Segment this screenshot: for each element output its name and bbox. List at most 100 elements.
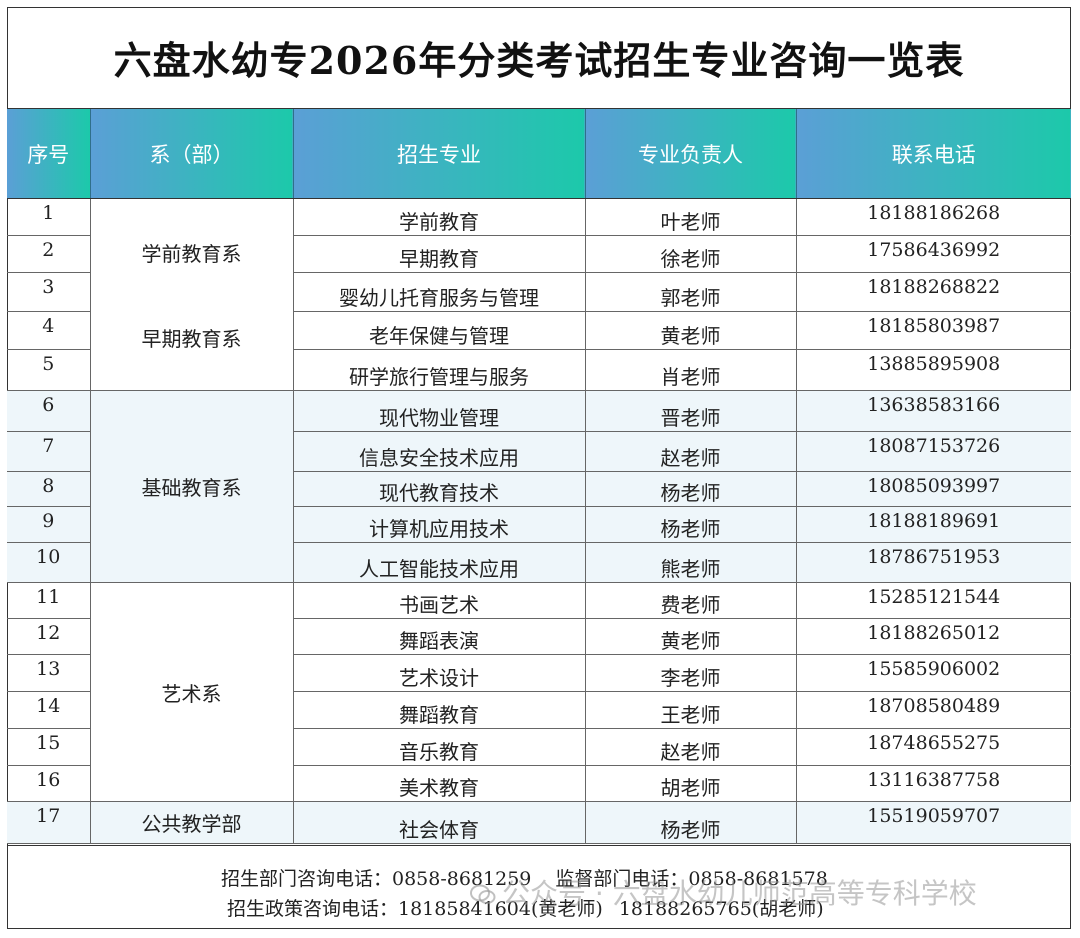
footer-line-2: 招生政策咨询电话：18185841604(黄老师) 18188265765(胡老师… <box>227 894 824 921</box>
header-department: 系（部） <box>89 109 294 199</box>
watermark-text: 公众号 · 六盘水幼儿师范高等专科学校 <box>502 877 977 910</box>
person-name: 杨老师 <box>584 801 797 844</box>
major-name: 舞蹈表演 <box>292 618 586 655</box>
row-number: 17 <box>7 801 91 844</box>
row-number: 9 <box>7 506 91 543</box>
table-row: 13 艺术设计 李老师 15585906002 <box>7 654 1071 692</box>
table-row: 8 现代教育技术 杨老师 18085093997 <box>7 471 1071 507</box>
major-name: 老年保健与管理 <box>292 311 586 350</box>
table-row: 3 婴幼儿托育服务与管理 郭老师 18188268822 <box>7 272 1071 312</box>
row-number: 14 <box>7 691 91 729</box>
person-name: 肖老师 <box>584 349 797 391</box>
major-name: 早期教育 <box>292 235 586 273</box>
person-name: 胡老师 <box>584 765 797 802</box>
person-name: 叶老师 <box>584 198 797 236</box>
supervision-phone: 监督部门电话：0858-8681578 <box>555 868 828 890</box>
row-number: 6 <box>7 390 91 432</box>
phone-number: 15519059707 <box>795 801 1071 844</box>
person-name: 杨老师 <box>584 471 797 507</box>
department-name: 早期教育系 <box>141 326 242 351</box>
major-name: 舞蹈教育 <box>292 691 586 729</box>
major-name: 学前教育 <box>292 198 586 236</box>
admission-phone: 招生部门咨询电话：0858-8681259 <box>221 868 532 890</box>
department-name: 学前教育系 <box>141 241 242 266</box>
major-name: 书画艺术 <box>292 582 586 619</box>
table-row: 1 学前教育系 早期教育系 学前教育 叶老师 18188186268 <box>7 198 1071 391</box>
table-row: 12 舞蹈表演 黄老师 18188265012 <box>7 618 1071 655</box>
phone-number: 18188189691 <box>795 506 1071 543</box>
row-number: 10 <box>7 542 91 583</box>
person-name: 赵老师 <box>584 431 797 472</box>
person-name: 王老师 <box>584 691 797 729</box>
person-name: 黄老师 <box>584 311 797 350</box>
phone-number: 17586436992 <box>795 235 1071 273</box>
header-row: 序号 系（部） 招生专业 专业负责人 联系电话 <box>7 109 1071 199</box>
department-cell: 学前教育系 早期教育系 <box>89 198 294 391</box>
person-name: 徐老师 <box>584 235 797 273</box>
major-name: 社会体育 <box>292 801 586 844</box>
row-number: 7 <box>7 431 91 472</box>
row-number: 8 <box>7 471 91 507</box>
policy-phone-2: 18188265765(胡老师) <box>618 898 824 920</box>
header-major: 招生专业 <box>292 109 586 199</box>
table-row: 17 公共教学部 社会体育 杨老师 15519059707 <box>7 801 1071 844</box>
header-no: 序号 <box>7 109 91 199</box>
phone-number: 18185803987 <box>795 311 1071 350</box>
major-name: 艺术设计 <box>292 654 586 692</box>
major-name: 人工智能技术应用 <box>292 542 586 583</box>
header-phone: 联系电话 <box>795 109 1071 199</box>
phone-number: 18708580489 <box>795 691 1071 729</box>
department-cell: 公共教学部 <box>89 801 294 844</box>
phone-number: 18748655275 <box>795 728 1071 766</box>
major-name: 计算机应用技术 <box>292 506 586 543</box>
row-number: 13 <box>7 654 91 692</box>
major-name: 美术教育 <box>292 765 586 802</box>
row-number: 12 <box>7 618 91 655</box>
major-name: 音乐教育 <box>292 728 586 766</box>
major-name: 研学旅行管理与服务 <box>292 349 586 391</box>
table-row: 9 计算机应用技术 杨老师 18188189691 <box>7 506 1071 543</box>
person-name: 晋老师 <box>584 390 797 432</box>
department-cell: 基础教育系 <box>89 390 294 583</box>
policy-phone: 招生政策咨询电话：18185841604(黄老师) <box>227 898 603 920</box>
phone-number: 13638583166 <box>795 390 1071 432</box>
major-name: 信息安全技术应用 <box>292 431 586 472</box>
person-name: 黄老师 <box>584 618 797 655</box>
person-name: 费老师 <box>584 582 797 619</box>
admissions-table: 序号 系（部） 招生专业 专业负责人 联系电话 1 学前教育系 早期教育系 学前… <box>7 109 1071 844</box>
person-name: 杨老师 <box>584 506 797 543</box>
table-row: 15 音乐教育 赵老师 18748655275 <box>7 728 1071 766</box>
row-number: 16 <box>7 765 91 802</box>
major-name: 婴幼儿托育服务与管理 <box>292 272 586 312</box>
header-person: 专业负责人 <box>584 109 797 199</box>
person-name: 郭老师 <box>584 272 797 312</box>
table-row: 2 早期教育 徐老师 17586436992 <box>7 235 1071 273</box>
table-row: 10 人工智能技术应用 熊老师 18786751953 <box>7 542 1071 583</box>
table-row: 4 老年保健与管理 黄老师 18185803987 <box>7 311 1071 350</box>
phone-number: 13885895908 <box>795 349 1071 391</box>
major-name: 现代物业管理 <box>292 390 586 432</box>
wechat-icon <box>470 884 496 904</box>
row-number: 11 <box>7 582 91 619</box>
watermark: 公众号 · 六盘水幼儿师范高等专科学校 <box>470 872 977 912</box>
row-number: 15 <box>7 728 91 766</box>
table-row: 5 研学旅行管理与服务 肖老师 13885895908 <box>7 349 1071 391</box>
table-row: 7 信息安全技术应用 赵老师 18087153726 <box>7 431 1071 472</box>
row-number: 1 <box>7 198 91 236</box>
table-row: 6 基础教育系 现代物业管理 晋老师 13638583166 <box>7 390 1071 583</box>
table-row: 14 舞蹈教育 王老师 18708580489 <box>7 691 1071 729</box>
page-title: 六盘水幼专2026年分类考试招生专业咨询一览表 <box>7 7 1071 109</box>
row-number: 4 <box>7 311 91 350</box>
footer-line-1: 招生部门咨询电话：0858-8681259 监督部门电话：0858-8681578 <box>221 864 828 891</box>
department-cell: 艺术系 <box>89 582 294 802</box>
row-number: 3 <box>7 272 91 312</box>
table-row: 11 艺术系 书画艺术 费老师 15285121544 <box>7 582 1071 802</box>
person-name: 赵老师 <box>584 728 797 766</box>
phone-number: 18085093997 <box>795 471 1071 507</box>
phone-number: 18188268822 <box>795 272 1071 312</box>
phone-number: 18786751953 <box>795 542 1071 583</box>
phone-number: 18087153726 <box>795 431 1071 472</box>
phone-number: 15285121544 <box>795 582 1071 619</box>
contact-footer: 招生部门咨询电话：0858-8681259 监督部门电话：0858-8681578… <box>7 845 1071 929</box>
phone-number: 13116387758 <box>795 765 1071 802</box>
